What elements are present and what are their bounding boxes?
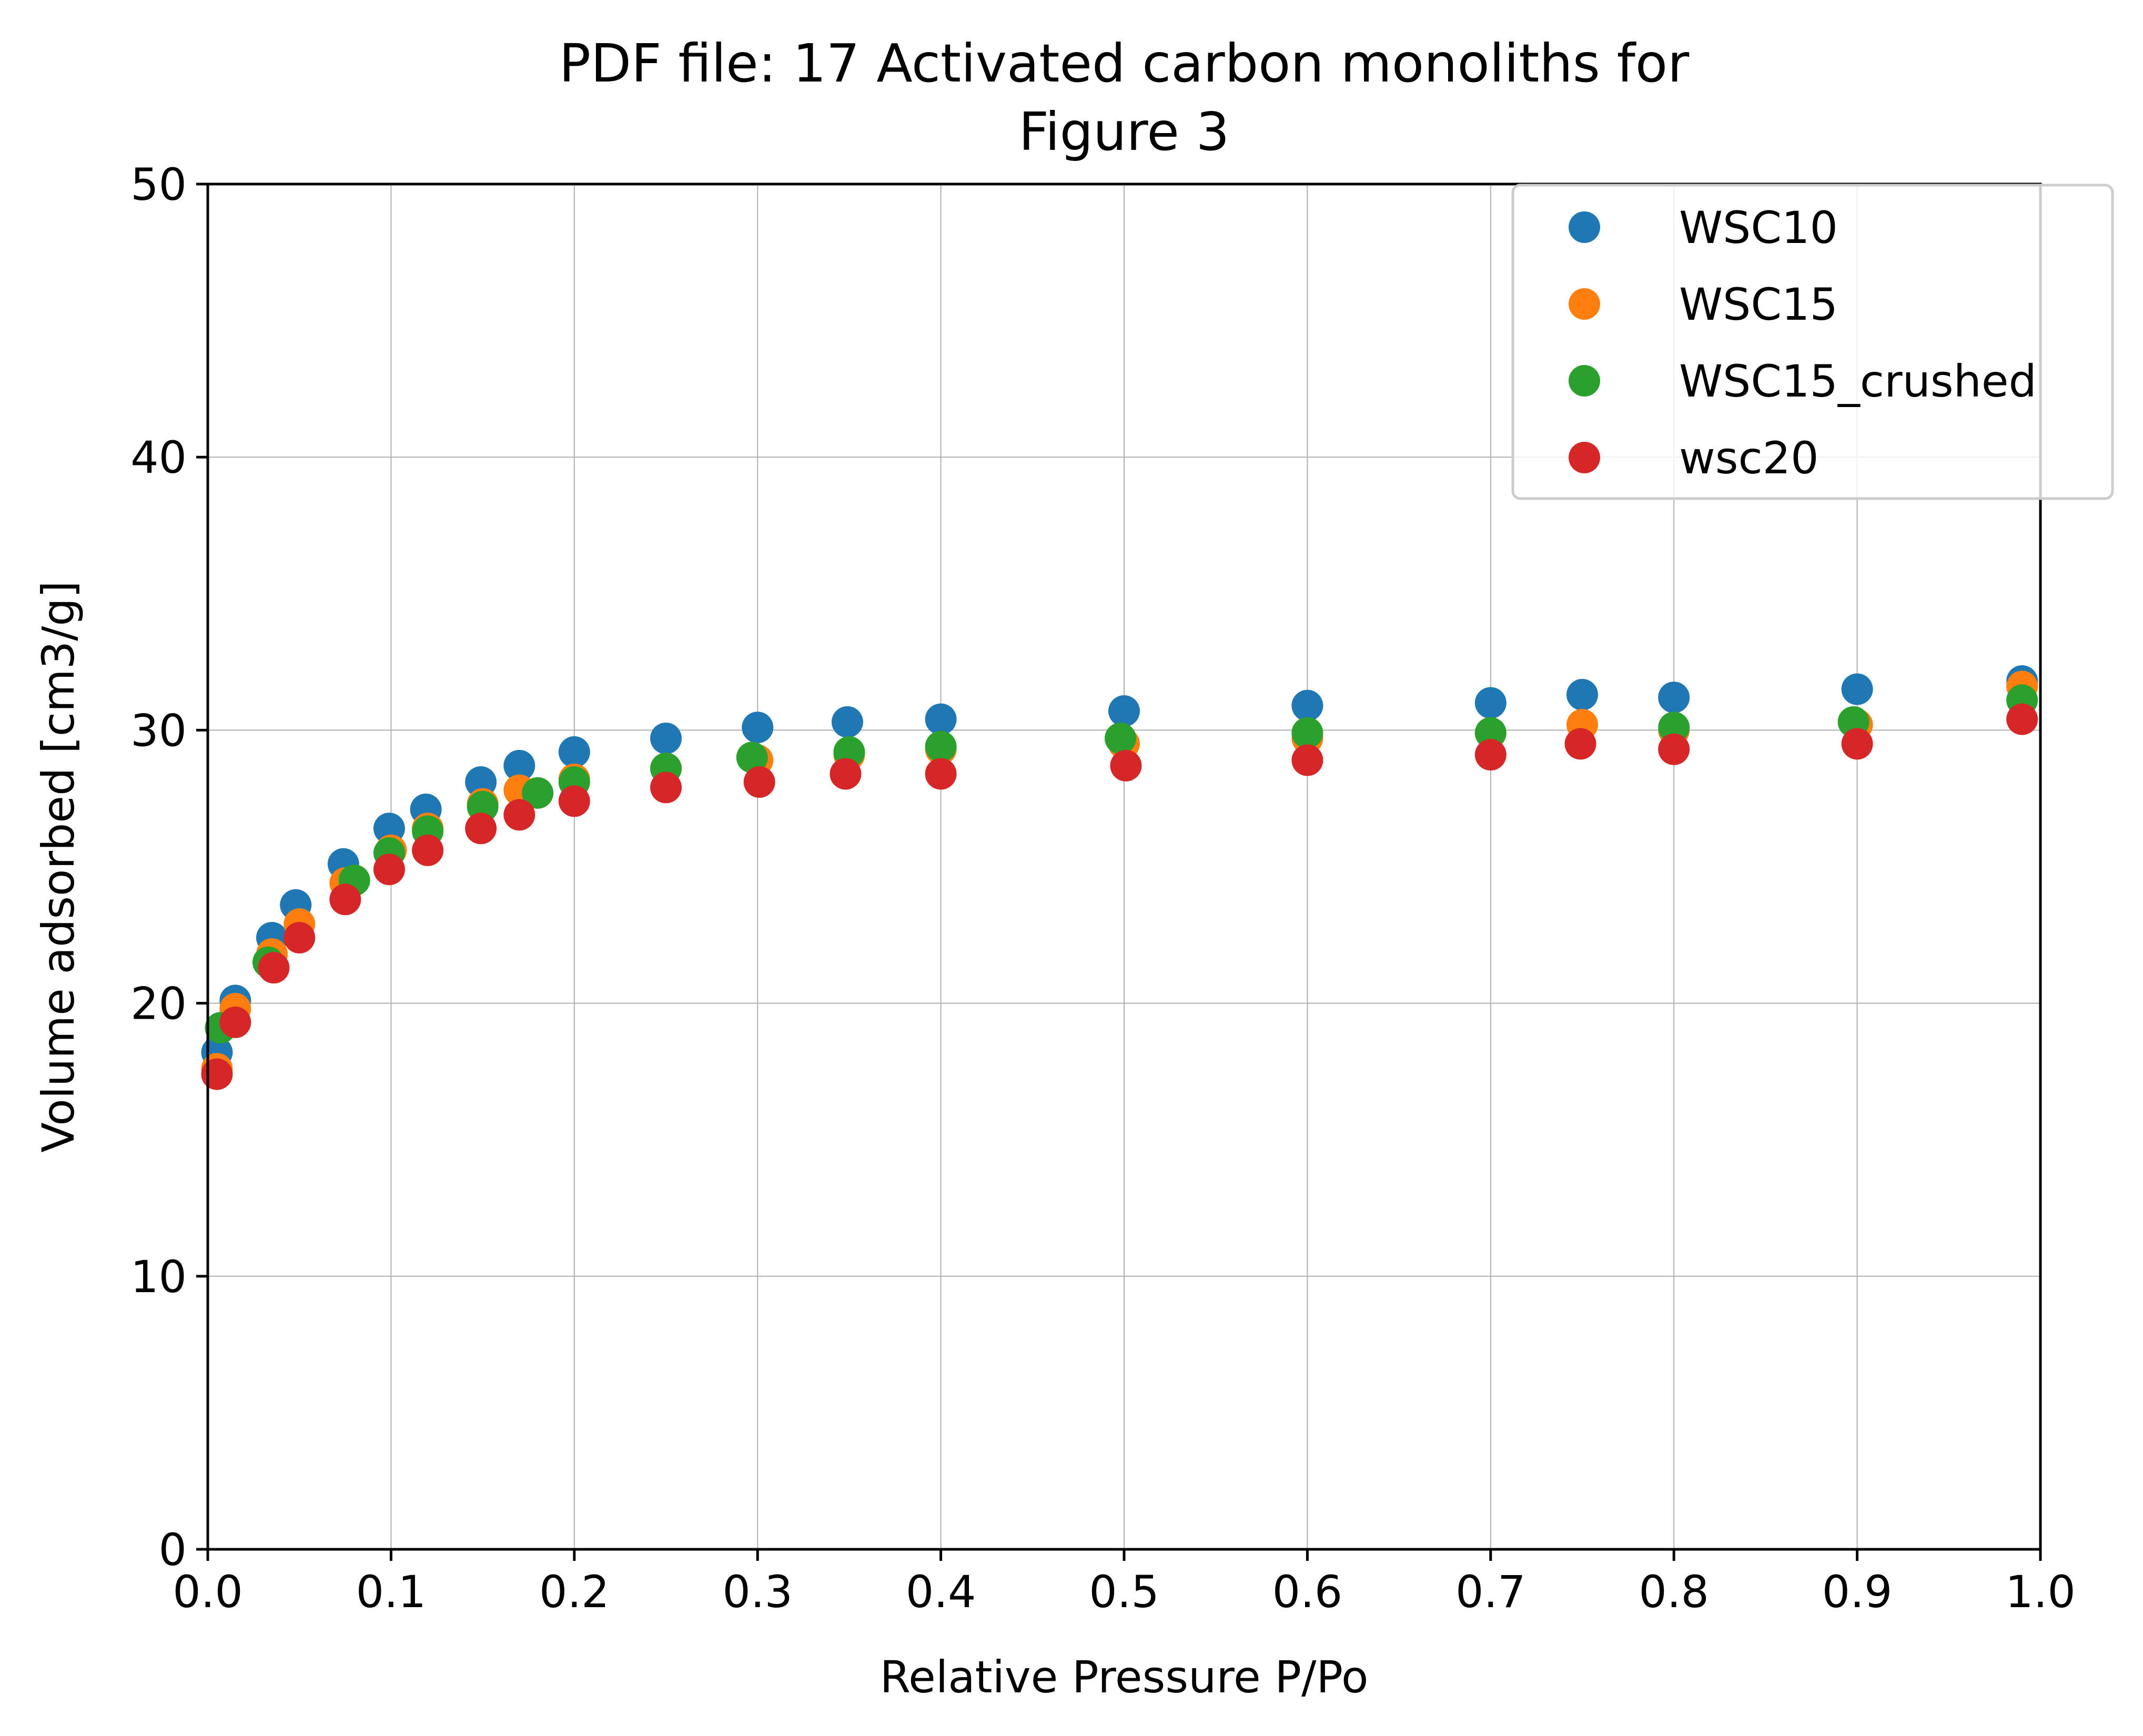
- legend-marker: [1569, 211, 1600, 243]
- data-point: [925, 730, 957, 763]
- data-point: [1658, 682, 1690, 714]
- legend-label: wsc20: [1679, 432, 1819, 484]
- series-wsc20-points: [201, 703, 2038, 1090]
- data-point: [373, 854, 405, 886]
- data-point: [1110, 749, 1142, 781]
- legend-label: WSC15: [1679, 279, 1838, 330]
- x-tick-label: 1.0: [2005, 1566, 2076, 1618]
- data-point: [831, 706, 863, 738]
- data-point: [1291, 689, 1323, 722]
- data-point: [329, 884, 361, 916]
- y-tick-label: 40: [130, 432, 187, 483]
- data-point: [1566, 678, 1598, 710]
- data-point: [1841, 728, 1873, 760]
- x-tick-label: 0.0: [173, 1566, 243, 1618]
- chart-title-line-1: PDF file: 17 Activated carbon monoliths …: [559, 33, 1690, 94]
- data-point: [558, 736, 590, 768]
- x-tick-label: 0.3: [722, 1566, 793, 1618]
- legend-box: [1511, 184, 2114, 500]
- data-point: [650, 771, 682, 804]
- data-point: [1658, 733, 1690, 765]
- x-tick-label: 0.5: [1089, 1566, 1159, 1618]
- y-tick-label: 30: [130, 705, 187, 756]
- data-point: [1291, 744, 1323, 776]
- x-tick-label: 0.6: [1272, 1566, 1343, 1618]
- x-axis-ticks: 0.0 0.1 0.2 0.3 0.4 0.5 0.6 0.7 0.8 0.9 1.0: [173, 1549, 2076, 1618]
- data-point: [736, 742, 768, 774]
- data-point: [465, 813, 497, 845]
- data-point: [650, 722, 682, 754]
- chart-title-line-2: Figure 3: [1019, 101, 1230, 163]
- legend-marker: [1569, 442, 1600, 473]
- x-tick-label: 0.7: [1455, 1566, 1526, 1618]
- data-point: [1474, 717, 1507, 749]
- data-point: [201, 1058, 233, 1090]
- x-tick-label: 0.9: [1822, 1566, 1893, 1618]
- data-point: [1474, 687, 1507, 719]
- x-tick-label: 0.4: [906, 1566, 976, 1618]
- data-point: [503, 749, 535, 781]
- data-point: [1291, 717, 1323, 749]
- data-point: [1108, 695, 1140, 727]
- data-point: [1658, 712, 1690, 744]
- data-points: [201, 665, 2038, 1090]
- data-point: [522, 777, 554, 809]
- legend-marker: [1569, 365, 1600, 397]
- y-tick-label: 10: [130, 1251, 187, 1303]
- legend-label: WSC10: [1679, 202, 1838, 253]
- data-point: [2006, 703, 2038, 735]
- legend-marker: [1569, 288, 1600, 320]
- data-point: [258, 952, 290, 984]
- data-point: [742, 712, 774, 744]
- data-point: [284, 921, 316, 953]
- data-point: [1564, 728, 1596, 760]
- data-point: [412, 834, 444, 866]
- x-tick-label: 0.2: [539, 1566, 610, 1618]
- data-point: [830, 758, 862, 790]
- y-tick-label: 20: [130, 978, 187, 1030]
- data-point: [558, 785, 590, 817]
- legend-label: WSC15_crushed: [1679, 356, 2037, 407]
- y-tick-label: 50: [130, 159, 187, 210]
- x-tick-label: 0.1: [356, 1566, 427, 1618]
- y-axis-ticks: 0 10 20 30 40 50: [130, 159, 208, 1576]
- x-tick-label: 0.8: [1639, 1566, 1709, 1618]
- data-point: [1841, 673, 1873, 705]
- data-point: [1105, 722, 1137, 754]
- data-point: [1474, 739, 1507, 771]
- y-tick-label: 0: [159, 1524, 187, 1576]
- data-point: [219, 1006, 251, 1038]
- data-point: [743, 766, 775, 798]
- y-axis-label: Volume adsorbed [cm3/g]: [33, 581, 84, 1152]
- data-point: [925, 758, 957, 790]
- data-point: [925, 703, 957, 735]
- legend: WSC10 WSC15 WSC15_crushed wsc20: [1511, 184, 2114, 500]
- data-point: [503, 799, 535, 831]
- x-axis-label: Relative Pressure P/Po: [880, 1651, 1369, 1703]
